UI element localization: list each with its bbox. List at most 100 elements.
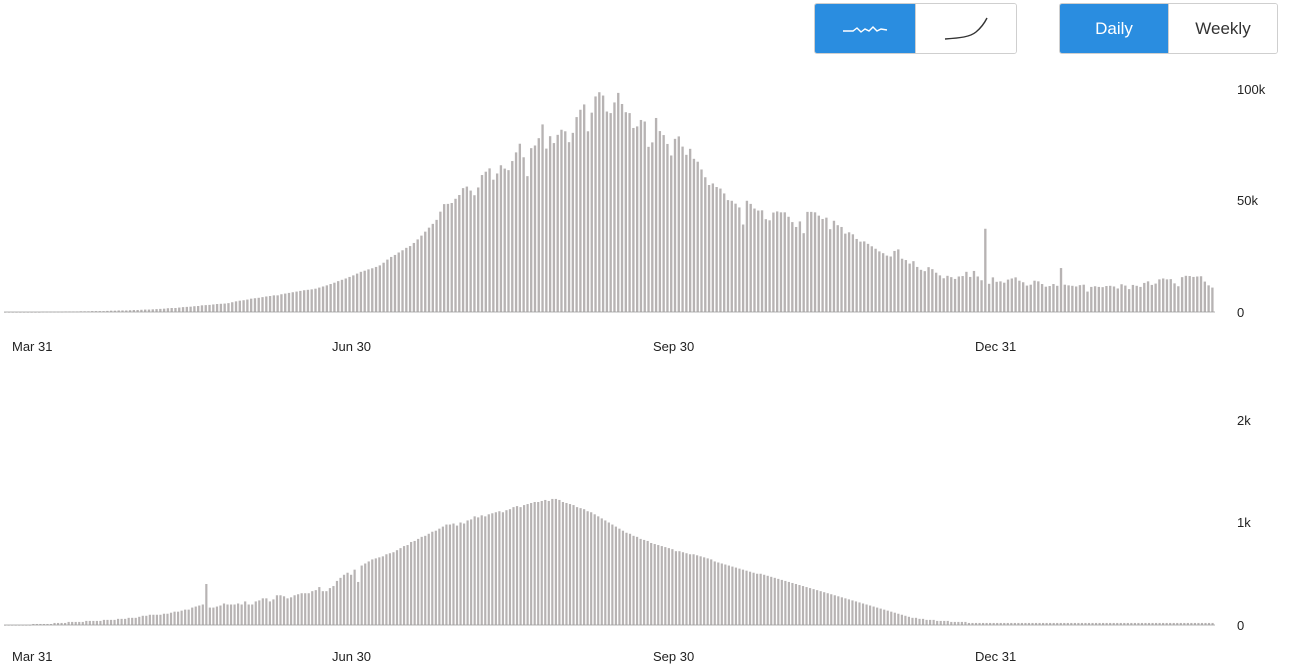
cases-bar — [1158, 279, 1161, 312]
deaths-bar — [1172, 622, 1175, 625]
cases-bar — [367, 269, 370, 312]
deaths-bar — [614, 526, 617, 625]
deaths-bar — [936, 620, 939, 625]
deaths-bar — [996, 622, 999, 625]
cases-bar — [310, 289, 313, 312]
deaths-bar — [1013, 622, 1016, 625]
cases-bar — [1112, 286, 1116, 312]
cases-bar — [821, 218, 824, 312]
cases-bar — [1146, 281, 1150, 312]
cases-bar — [268, 296, 272, 312]
cases-bar — [719, 188, 722, 312]
cases-bar — [503, 168, 506, 312]
deaths-bar — [678, 551, 681, 625]
daily-button[interactable]: Daily — [1060, 4, 1168, 53]
deaths-bar — [71, 621, 74, 625]
deaths-bar — [914, 617, 918, 625]
deaths-bar — [681, 552, 685, 625]
log-scale-button[interactable] — [915, 4, 1016, 53]
cases-bar — [514, 152, 518, 312]
cases-bar — [442, 204, 446, 312]
cases-bar — [106, 310, 109, 312]
deaths-bar — [932, 619, 935, 626]
cases-bar — [246, 299, 249, 312]
cases-bar — [567, 142, 571, 312]
deaths-bar — [921, 618, 925, 625]
deaths-bar — [583, 509, 586, 625]
deaths-bar — [660, 546, 663, 625]
cases-bar — [1006, 279, 1010, 312]
cases-y-tick-0: 0 — [1237, 305, 1244, 320]
cases-bar — [726, 200, 730, 312]
cases-bar — [147, 309, 151, 312]
cases-bar — [881, 253, 885, 312]
deaths-bar — [265, 598, 268, 625]
cases-bar — [919, 269, 923, 312]
cases-bar — [757, 210, 760, 312]
deaths-bar — [491, 513, 494, 625]
deaths-bar — [1003, 622, 1006, 625]
cases-bar — [151, 309, 154, 312]
deaths-bar — [628, 533, 632, 625]
cases-bar — [382, 262, 385, 312]
deaths-bar — [1066, 622, 1069, 625]
weekly-button[interactable]: Weekly — [1168, 4, 1277, 53]
cases-bar — [212, 304, 215, 312]
cases-bar — [651, 142, 654, 312]
deaths-bar — [1091, 622, 1094, 625]
deaths-bar — [364, 563, 367, 625]
cases-bar — [617, 92, 620, 312]
deaths-bar — [141, 615, 144, 625]
deaths-bar — [240, 604, 243, 625]
cases-bar — [189, 306, 192, 312]
linear-scale-button[interactable] — [815, 4, 915, 53]
deaths-bar — [1158, 622, 1161, 625]
deaths-bar — [551, 498, 554, 625]
cases-bar — [1033, 280, 1036, 312]
cases-bar — [779, 212, 783, 312]
cases-bar — [352, 275, 355, 312]
deaths-bar — [798, 585, 801, 625]
deaths-bar — [1006, 622, 1009, 625]
cases-bar — [1177, 286, 1180, 312]
deaths-bar — [911, 617, 914, 625]
deaths-bar — [261, 598, 264, 625]
cases-bar — [314, 288, 317, 312]
deaths-bar — [152, 614, 155, 625]
deaths-bar — [215, 606, 219, 625]
deaths-y-tick-2k: 2k — [1237, 413, 1251, 428]
cases-bar — [802, 233, 805, 312]
cases-y-tick-50k: 50k — [1237, 193, 1258, 208]
deaths-bar — [173, 611, 176, 625]
cases-bar — [575, 117, 578, 312]
deaths-bar — [657, 545, 660, 625]
deaths-bar — [1087, 622, 1091, 625]
deaths-bar — [1190, 622, 1193, 625]
cases-bar — [140, 309, 143, 312]
deaths-bar — [420, 536, 423, 625]
cases-bar — [174, 308, 177, 312]
deaths-bar — [646, 540, 649, 625]
cases-bar — [1109, 285, 1112, 312]
deaths-bar — [388, 553, 392, 625]
cases-bar — [507, 170, 510, 312]
deaths-bar — [32, 623, 35, 625]
deaths-x-tick-sep: Sep 30 — [653, 649, 694, 664]
deaths-bar — [618, 528, 621, 625]
deaths-bar — [950, 621, 953, 625]
deaths-bar — [1183, 622, 1186, 625]
deaths-bar — [233, 604, 236, 625]
deaths-bar — [554, 498, 557, 625]
deaths-bar — [244, 601, 247, 625]
cases-bar — [348, 276, 351, 312]
cases-bar — [965, 271, 968, 312]
cases-bar — [749, 203, 752, 312]
cases-bar — [938, 275, 942, 312]
deaths-bar — [671, 549, 674, 625]
deaths-bar — [1098, 622, 1101, 625]
cases-bar — [144, 309, 147, 312]
cases-bar — [995, 281, 998, 312]
deaths-bar — [597, 516, 600, 625]
deaths-bar — [381, 556, 384, 625]
deaths-bar — [643, 539, 646, 625]
